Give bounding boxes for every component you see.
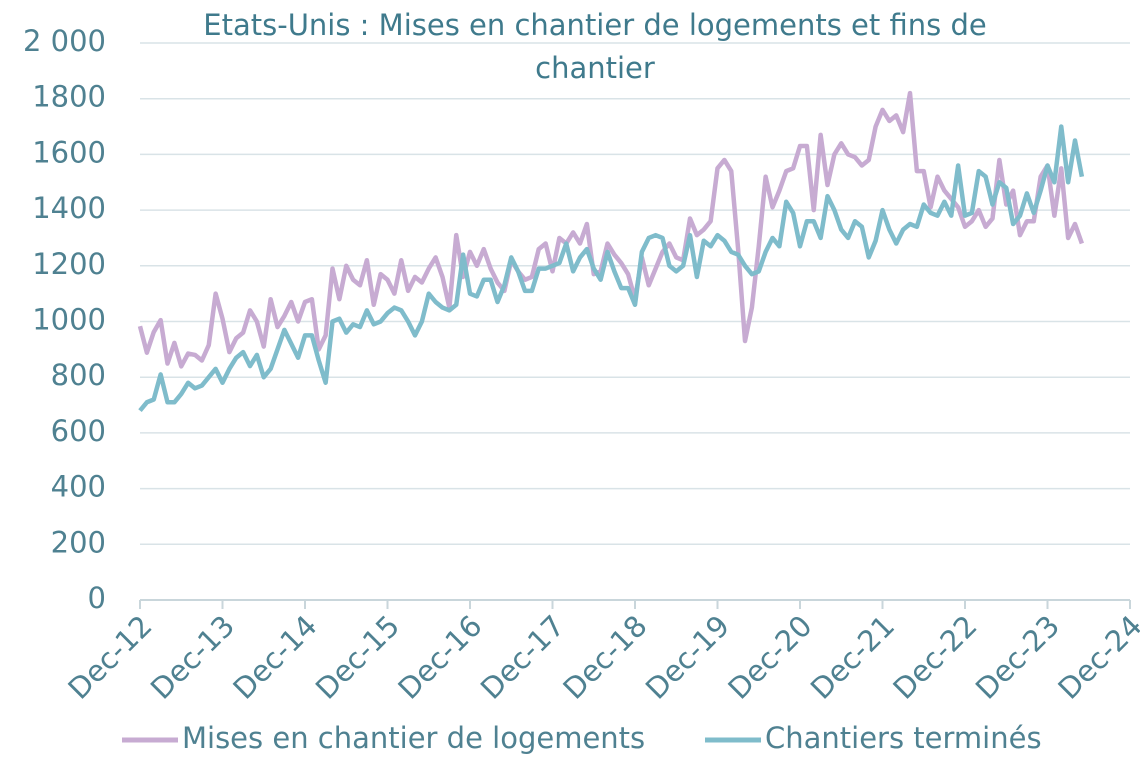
x-tick-label: Dec-22 xyxy=(886,609,983,706)
y-tick-label: 2 000 xyxy=(23,24,106,58)
series-line xyxy=(137,90,1085,369)
x-tick-label: Dec-23 xyxy=(969,609,1066,706)
x-tick-label: Dec-16 xyxy=(391,609,488,706)
x-tick-label: Dec-13 xyxy=(144,609,241,706)
x-tick-label: Dec-19 xyxy=(639,609,736,706)
x-tick-label: Dec-15 xyxy=(309,609,406,706)
y-tick-label: 800 xyxy=(51,358,106,392)
x-tick-label: Dec-12 xyxy=(61,609,158,706)
legend-label: Chantiers terminés xyxy=(765,721,1042,755)
y-tick-label: 1600 xyxy=(32,135,106,169)
x-tick-label: Dec-17 xyxy=(474,609,571,706)
y-tick-label: 200 xyxy=(51,525,106,559)
legend-label: Mises en chantier de logements xyxy=(182,721,645,755)
x-tick-label: Dec-24 xyxy=(1051,609,1140,706)
x-tick-label: Dec-21 xyxy=(804,609,901,706)
x-tick-label: Dec-14 xyxy=(226,609,323,706)
chart-title: Etats-Unis : Mises en chantier de logeme… xyxy=(203,8,987,85)
y-tick-label: 1200 xyxy=(32,247,106,281)
y-tick-label: 1000 xyxy=(32,303,106,337)
y-tick-label: 1800 xyxy=(32,80,106,114)
y-tick-label: 600 xyxy=(51,414,106,448)
x-tick-label: Dec-20 xyxy=(721,609,818,706)
x-tick-label: Dec-18 xyxy=(556,609,653,706)
y-tick-label: 400 xyxy=(51,470,106,504)
y-tick-label: 1400 xyxy=(32,191,106,225)
y-tick-label: 0 xyxy=(88,581,106,615)
series-line xyxy=(138,124,1085,413)
